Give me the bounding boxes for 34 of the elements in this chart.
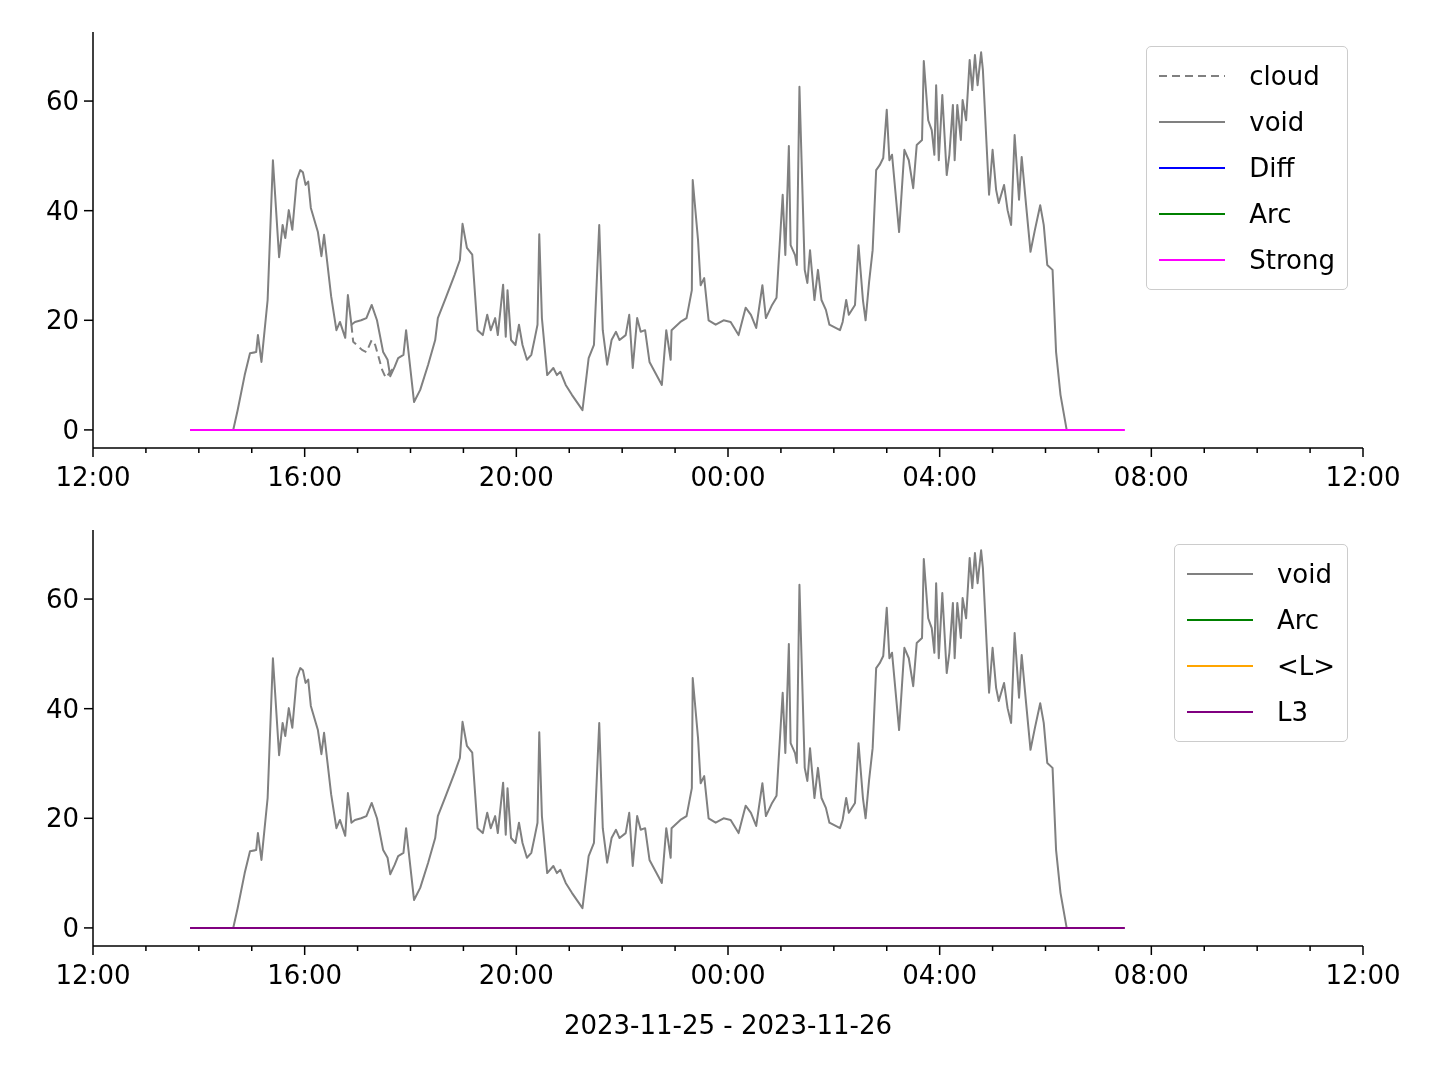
y-tick-label: 20 (45, 803, 79, 834)
legend-label: Arc (1249, 199, 1292, 229)
x-axis-title: 2023-11-25 - 2023-11-26 (563, 1010, 893, 1040)
y-tick-label: 0 (62, 912, 79, 943)
legend-label: L3 (1276, 697, 1308, 727)
x-tick-label: 12:00 (1325, 462, 1401, 492)
x-tick-label: 08:00 (1113, 462, 1189, 492)
x-tick-label: 16:00 (267, 960, 343, 990)
x-tick-label: 20:00 (478, 462, 554, 492)
legend-label: void (1249, 107, 1305, 137)
legend-label: <L> (1276, 651, 1335, 681)
y-tick-label: 60 (45, 584, 79, 615)
y-tick-label: 40 (45, 693, 79, 724)
x-tick-label: 12:00 (1325, 960, 1401, 990)
y-tick-label: 40 (45, 195, 79, 226)
y-tick-label: 60 (45, 86, 79, 117)
legend-label: Diff (1249, 153, 1295, 183)
x-tick-label: 04:00 (902, 462, 978, 492)
y-tick-label: 0 (62, 414, 79, 445)
legend-label: void (1276, 559, 1332, 589)
line-series (232, 549, 1068, 929)
x-tick-label: 12:00 (55, 462, 131, 492)
y-tick-label: 20 (45, 305, 79, 336)
line-series (232, 51, 1068, 431)
x-tick-label: 20:00 (478, 960, 554, 990)
legend-label: Arc (1276, 605, 1320, 635)
x-tick-label: 04:00 (902, 960, 978, 990)
x-tick-label: 08:00 (1113, 960, 1189, 990)
x-tick-label: 00:00 (690, 462, 766, 492)
x-tick-label: 12:00 (55, 960, 131, 990)
legend-label: Strong (1249, 245, 1335, 275)
x-tick-label: 00:00 (690, 960, 766, 990)
legend-label: cloud (1249, 61, 1320, 91)
x-tick-label: 16:00 (267, 462, 343, 492)
